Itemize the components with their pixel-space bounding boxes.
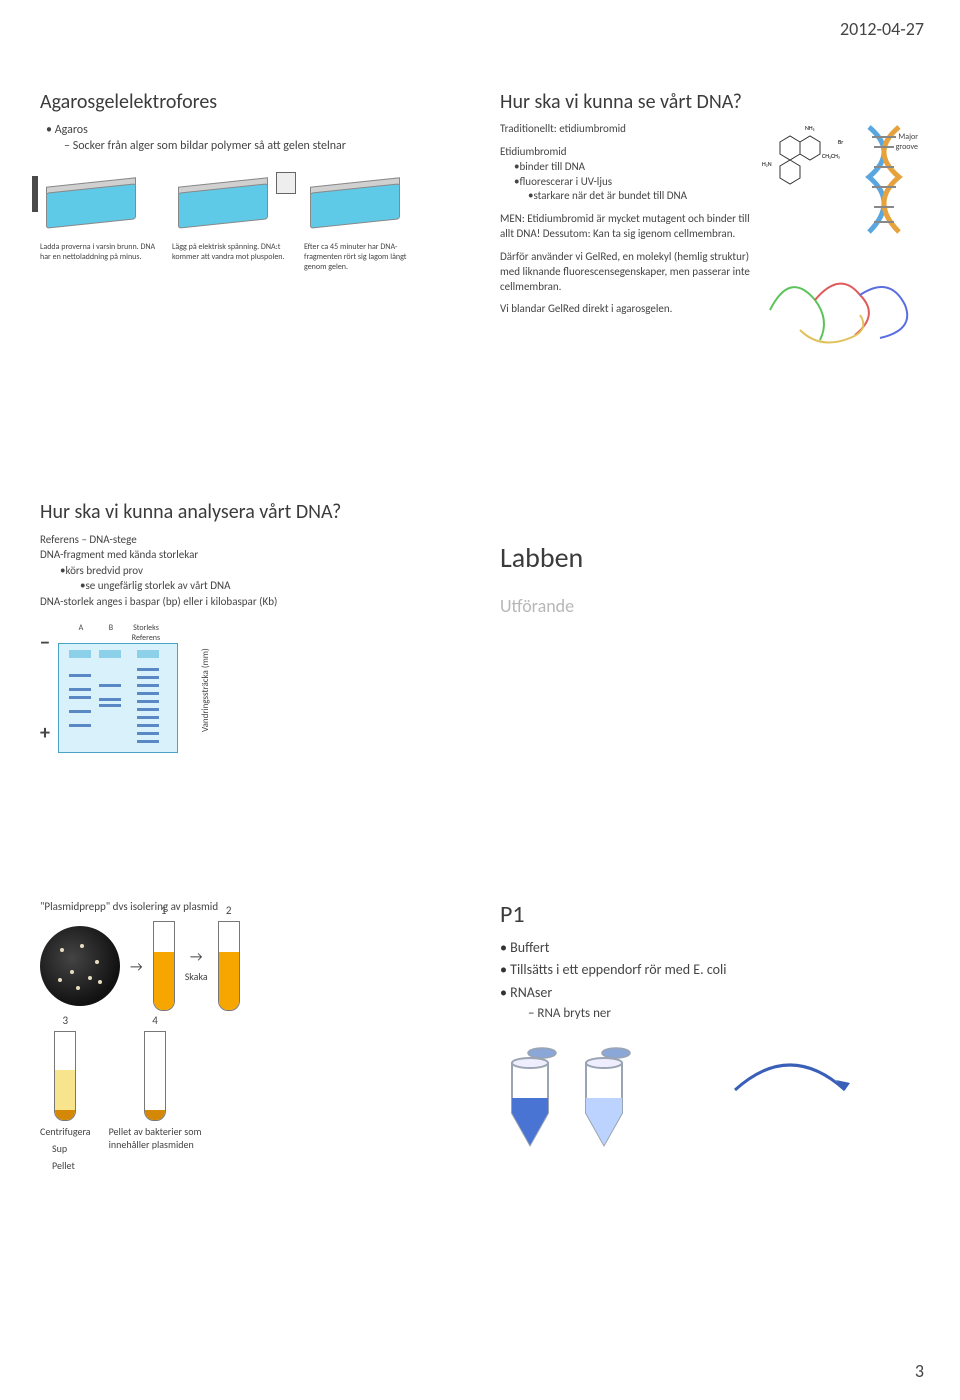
gel-step-1: Ladda proverna i varsin brunn. DNA har e…	[40, 176, 160, 272]
slide-p1: P1 Buffert Tillsätts i ett eppendorf rör…	[500, 900, 920, 1230]
gelred-structure-icon	[760, 260, 920, 350]
major-groove-label: Major groove	[894, 132, 918, 152]
petri-dish-icon	[40, 926, 120, 1006]
s6-tillsatts: Tillsätts i ett eppendorf rör med E. col…	[500, 959, 920, 981]
skaka-label: Skaka	[185, 970, 208, 983]
plasmid-arrow-icon	[720, 1050, 860, 1100]
gel-ladder-diagram: − + A B StorleksReferens Vandringssträck…	[40, 623, 460, 753]
minus-pole: −	[40, 633, 50, 653]
slide-agarosgel: Agarosgelelektrofores Agaros – Socker fr…	[40, 90, 460, 370]
eppendorf-1-icon	[500, 1043, 560, 1153]
y-axis-label: Vandringssträcka (mm)	[200, 649, 211, 733]
s5-title: "Plasmidprepp" dvs isolering av plasmid	[40, 900, 460, 913]
s2-etbr-b3: •starkare när det är bundet till DNA	[528, 189, 750, 204]
svg-text:NH₂: NH₂	[805, 124, 815, 132]
gel-diagram-1	[40, 176, 160, 236]
eppendorf-2-icon	[574, 1043, 634, 1153]
tube-4: 4	[144, 1031, 166, 1121]
gel-step-3: Efter ca 45 minuter har DNA-fragmenten r…	[304, 176, 424, 272]
lane-B-label: B	[96, 623, 126, 643]
plus-pole: +	[40, 723, 50, 743]
s3-se: •se ungefärlig storlek av vårt DNA	[80, 578, 460, 593]
s2-title: Hur ska vi kunna se vårt DNA?	[500, 90, 920, 114]
s3-size: DNA-storlek anges i baspar (bp) eller i …	[40, 595, 277, 608]
pellet-label: Pellet	[52, 1159, 91, 1172]
lane-ref-label: StorleksReferens	[126, 623, 166, 643]
s2-gelred: Därför använder vi GelRed, en molekyl (h…	[500, 250, 750, 295]
svg-text:Br: Br	[838, 138, 843, 146]
s1-bullet-agaros: Agaros	[46, 123, 88, 137]
lane-A-label: A	[66, 623, 96, 643]
s2-etbr-b1: •binder till DNA	[514, 160, 750, 175]
s3-kors: •körs bredvid prov	[60, 563, 460, 578]
s2-etbr-b2: •fluorescerar i UV-ljus	[514, 175, 750, 190]
s6-title: P1	[500, 900, 920, 929]
s3-title: Hur ska vi kunna analysera vårt DNA?	[40, 500, 460, 524]
etbr-structure-icon: NH₂ H₂N CH₂CH₃ Br	[760, 122, 850, 200]
tube-3: 3	[54, 1031, 76, 1121]
svg-text:CH₂CH₃: CH₂CH₃	[822, 152, 840, 160]
svg-text:H₂N: H₂N	[762, 160, 772, 168]
slide-analysera: Hur ska vi kunna analysera vårt DNA? Ref…	[40, 500, 460, 800]
gel-cap-1: Ladda proverna i varsin brunn. DNA har e…	[40, 242, 155, 262]
gel-diagram-3	[304, 176, 424, 236]
arrow-icon: →	[130, 958, 143, 975]
page-date: 2012-04-27	[840, 18, 924, 40]
page-number: 3	[915, 1360, 924, 1382]
s6-rna-bryts: RNA bryts ner	[528, 1004, 920, 1025]
s1-sub: – Socker från alger som bildar polymer s…	[64, 138, 460, 154]
s2-blandar: Vi blandar GelRed direkt i agarosgelen.	[500, 302, 750, 317]
tube-2: 2	[218, 921, 240, 1011]
s2-trad: Traditionellt: etidiumbromid	[500, 122, 626, 135]
slide-se-dna: Hur ska vi kunna se vårt DNA? Traditione…	[500, 90, 920, 400]
s6-rnaser: RNAser	[500, 982, 920, 1004]
s2-etbr: Etidiumbromid	[500, 145, 567, 158]
s2-men: MEN: Etidiumbromid är mycket mutagent oc…	[500, 212, 750, 242]
s1-title: Agarosgelelektrofores	[40, 90, 460, 114]
s3-frag: DNA-fragment med kända storlekar	[40, 548, 198, 561]
arrow-icon: →	[190, 948, 203, 965]
slide-plasmidprepp: "Plasmidprepp" dvs isolering av plasmid …	[40, 900, 460, 1230]
gel-step-row: Ladda proverna i varsin brunn. DNA har e…	[40, 176, 460, 272]
centrifuge-label: Centrifugera	[40, 1125, 91, 1138]
s4-title: Labben	[500, 540, 920, 575]
gel-diagram-2	[172, 176, 292, 236]
s4-sub: Utförande	[500, 595, 920, 617]
pellet-desc: Pellet av bakterier sominnehåller plasmi…	[109, 1125, 202, 1151]
slide-labben: Labben Utförande	[500, 540, 920, 740]
gel-cap-2: Lägg på elektrisk spänning. DNA:t kommer…	[172, 242, 285, 262]
tube-1: 1	[153, 921, 175, 1011]
s6-buffert: Buffert	[500, 937, 920, 959]
sup-label: Sup	[52, 1142, 91, 1155]
gel-step-2: Lägg på elektrisk spänning. DNA:t kommer…	[172, 176, 292, 272]
s3-ref: Referens – DNA-stege	[40, 533, 137, 546]
gel-cap-3: Efter ca 45 minuter har DNA-fragmenten r…	[304, 242, 406, 272]
